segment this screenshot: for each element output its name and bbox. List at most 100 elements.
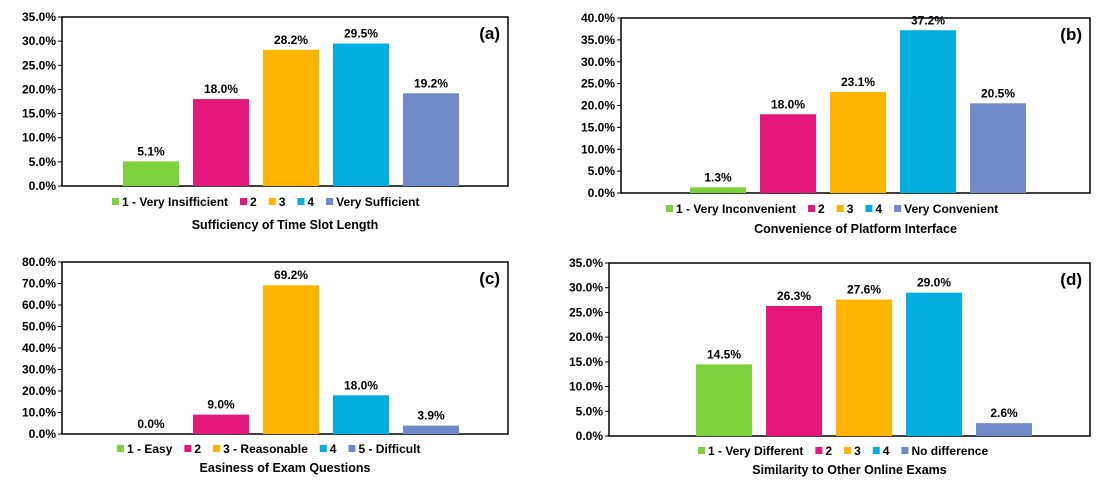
legend-label: 3 <box>847 202 854 216</box>
legend-label: 4 <box>307 195 314 209</box>
bar-1 <box>696 364 752 436</box>
x-axis-title: Sufficiency of Time Slot Length <box>192 218 379 232</box>
y-tick-label: 25.0% <box>22 58 56 72</box>
y-tick-label: 10.0% <box>22 406 56 420</box>
legend-label: 1 - Easy <box>127 442 173 456</box>
legend-label: 2 <box>250 195 257 209</box>
bar-4 <box>900 30 956 193</box>
y-tick-label: 25.0% <box>581 77 615 91</box>
data-label: 9.0% <box>207 398 235 412</box>
y-tick-label: 10.0% <box>22 131 56 145</box>
bar-3 <box>263 49 319 186</box>
x-axis-title: Easiness of Exam Questions <box>200 461 371 475</box>
chart-panel-a: 0.0% 5.0% 10.0% 15.0% 20.0% 25.0% 30.0% 35.0% 5.… <box>0 0 554 245</box>
y-tick-label: 30.0% <box>569 281 603 295</box>
chart-panel-c: 0.0% 10.0% 20.0% 30.0% 40.0% 50.0% 60.0% 70.0% 8… <box>0 245 554 491</box>
y-tick-label: 0.0% <box>29 427 57 441</box>
y-tick-label: 5.0% <box>576 404 604 418</box>
legend-label: Very Convenient <box>904 202 998 216</box>
legend-label: 5 - Difficult <box>358 442 420 456</box>
x-axis-title: Similarity to Other Online Exams <box>752 463 947 477</box>
legend-swatch <box>901 447 909 454</box>
legend-label: 4 <box>883 444 890 458</box>
legend-label: 1 - Very Different <box>708 444 803 458</box>
data-label: 26.3% <box>777 289 811 303</box>
legend-swatch <box>117 445 124 452</box>
legend-swatch <box>815 447 823 454</box>
legend-swatch <box>319 445 327 452</box>
data-label: 18.0% <box>771 97 805 111</box>
panel-label: (a) <box>479 24 500 43</box>
legend-swatch <box>872 447 880 454</box>
y-tick-label: 60.0% <box>22 298 56 312</box>
y-tick-label: 5.0% <box>588 164 616 178</box>
bar-2 <box>193 99 249 186</box>
y-tick-label: 35.0% <box>22 10 56 24</box>
y-tick-label: 5.0% <box>29 155 57 169</box>
bar-5 <box>970 103 1026 193</box>
data-label: 23.1% <box>841 75 875 89</box>
data-label: 2.6% <box>990 406 1018 420</box>
legend-swatch <box>844 447 852 454</box>
y-tick-label: 80.0% <box>22 255 56 269</box>
legend-label: 3 <box>854 444 861 458</box>
legend-label: 4 <box>875 202 882 216</box>
chart-svg: 0.0% 5.0% 10.0% 15.0% 20.0% 25.0% 30.0% 35.0% 14… <box>569 256 1091 477</box>
legend-label: Very Sufficient <box>336 195 419 209</box>
legend-swatch <box>666 205 673 212</box>
data-label: 19.2% <box>414 76 448 90</box>
legend-swatch <box>112 198 119 205</box>
bar-5 <box>403 425 459 434</box>
bar-2 <box>193 414 249 434</box>
legend-label: 2 <box>194 442 201 456</box>
y-tick-label: 40.0% <box>22 341 56 355</box>
panel-label: (c) <box>479 269 500 288</box>
bar-4 <box>333 395 389 434</box>
legend-label: 3 <box>279 195 286 209</box>
bar-1 <box>690 187 746 193</box>
chart-panel-b: 0.0% 5.0% 10.0% 15.0% 20.0% 25.0% 30.0% 35.0% 40… <box>554 0 1108 245</box>
bar-3 <box>836 299 892 436</box>
y-tick-label: 20.0% <box>22 82 56 96</box>
bar-4 <box>333 43 389 186</box>
bar-3 <box>830 91 886 193</box>
legend-swatch <box>326 198 334 205</box>
legend-label: 4 <box>330 442 337 456</box>
legend-label: No difference <box>911 444 988 458</box>
y-tick-label: 35.0% <box>569 256 603 270</box>
data-label: 18.0% <box>204 82 238 96</box>
y-tick-label: 20.0% <box>569 330 603 344</box>
chart-svg: 0.0%10.0%20.0%30.0%40.0%50.0%60.0%70.0%8… <box>22 255 509 475</box>
legend-label: 3 - Reasonable <box>223 442 308 456</box>
legend-label: 1 - Very Inconvenient <box>676 202 796 216</box>
y-tick-label: 35.0% <box>581 33 615 47</box>
data-label: 27.6% <box>847 283 881 297</box>
data-label: 18.0% <box>344 378 378 392</box>
legend-swatch <box>268 198 276 205</box>
y-tick-label: 10.0% <box>581 142 615 156</box>
legend-swatch <box>297 198 305 205</box>
data-label: 3.9% <box>417 409 445 423</box>
bar-5 <box>403 93 459 186</box>
data-label: 0.0% <box>137 417 165 431</box>
y-tick-label: 20.0% <box>581 99 615 113</box>
y-tick-label: 50.0% <box>22 320 56 334</box>
chart-panel-d: 0.0% 5.0% 10.0% 15.0% 20.0% 25.0% 30.0% 35.0% 14… <box>554 245 1108 491</box>
x-axis-title: Convenience of Platform Interface <box>754 222 957 236</box>
bar-3 <box>263 285 319 434</box>
bar-2 <box>766 306 822 436</box>
bar-2 <box>760 114 816 193</box>
y-tick-label: 25.0% <box>569 305 603 319</box>
legend-swatch <box>348 445 356 452</box>
bar-4 <box>906 292 962 436</box>
legend-swatch <box>184 445 192 452</box>
data-label: 28.2% <box>274 33 308 47</box>
y-tick-label: 10.0% <box>569 380 603 394</box>
data-label: 5.1% <box>137 144 165 158</box>
panel-label: (b) <box>1060 25 1082 44</box>
y-tick-label: 70.0% <box>22 277 56 291</box>
chart-svg: 0.0% 5.0% 10.0% 15.0% 20.0% 25.0% 30.0% 35.0% 5.… <box>22 10 509 232</box>
data-label: 29.0% <box>917 276 951 290</box>
data-label: 14.5% <box>707 347 741 361</box>
y-tick-label: 0.0% <box>576 429 604 443</box>
